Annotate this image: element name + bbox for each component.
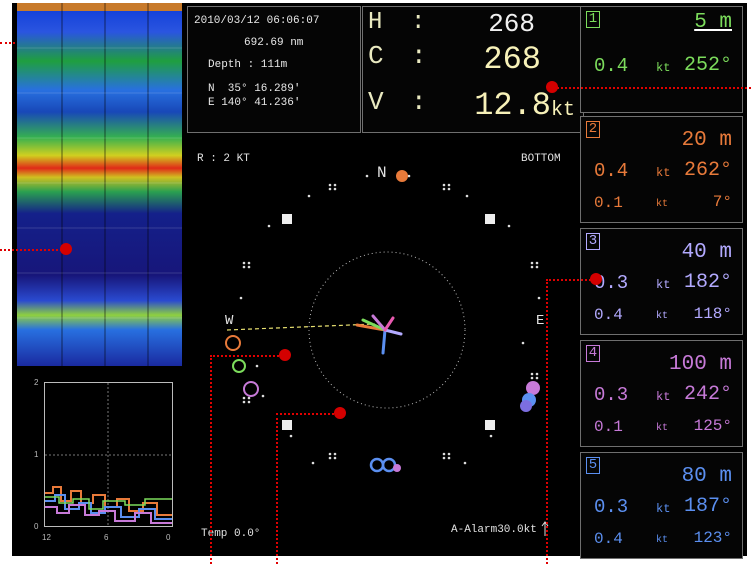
layer-speed: 0.4 [594, 55, 629, 77]
course-label: C [368, 41, 384, 71]
layer-number: 5 [586, 457, 600, 474]
alarm-text: A-Alarm30.0kt [451, 524, 537, 536]
layer-speed-secondary: 0.1 [594, 194, 623, 212]
layer-direction: 242° [683, 383, 732, 406]
latitude-text: N 35° 16.289' [208, 83, 301, 95]
speed-history-graph: 2 1 0 12 6 0 [16, 372, 182, 552]
layer-speed: 0.3 [594, 384, 629, 406]
layer-direction: 252° [683, 54, 732, 77]
graph-x-mid: 6 [104, 533, 109, 542]
layer-panel-2: 2 20 m 0.4 kt 262° 0.1 kt 7° [580, 116, 743, 223]
layer-depth: 100 m [668, 353, 732, 376]
layer-speed: 0.3 [594, 496, 629, 518]
layer-direction: 187° [683, 495, 732, 518]
layer-panel-3: 3 40 m 0.3 kt 182° 0.4 kt 118° [580, 228, 743, 335]
layer-direction-secondary: 123° [693, 529, 732, 547]
callout-line-circle-left [210, 355, 287, 564]
current-indicator-screen: 2 1 0 12 6 0 2010/03/12 06:06:07 692.69 … [12, 3, 747, 559]
graph-y-mid: 1 [34, 450, 39, 459]
depth-text: Depth : 111m [208, 59, 288, 71]
graph-y-max: 2 [34, 378, 39, 387]
layer-direction-secondary: 125° [693, 417, 732, 435]
callout-line-echogram-top [0, 42, 15, 44]
speed-colon: : [411, 87, 427, 117]
layer-depth: 20 m [681, 129, 732, 152]
layer-number: 1 [586, 11, 600, 28]
layer-panel-5: 5 80 m 0.3 kt 187° 0.4 kt 123° [580, 452, 743, 559]
graph-y-min: 0 [34, 522, 39, 531]
layer-unit: kt [656, 390, 671, 404]
layer-number: 3 [586, 233, 600, 250]
layer-unit-secondary: kt [656, 535, 669, 546]
layer-unit: kt [656, 166, 671, 180]
course-value: 268 [483, 41, 541, 78]
graph-x-right: 0 [166, 533, 171, 542]
heading-label: H [368, 9, 383, 36]
callout-dot-circle-left [279, 349, 291, 361]
heading-value: 268 [488, 9, 535, 39]
heading-colon: : [411, 9, 426, 36]
heading-course-speed-panel: H : 268 C : 268 V : 12.8 kt [362, 6, 584, 133]
course-row: C : 268 [363, 41, 583, 81]
west-label: W [225, 313, 234, 329]
layer-unit: kt [656, 61, 671, 75]
layer-direction-secondary: 118° [693, 305, 732, 323]
layer-depth: 5 m [694, 11, 732, 34]
speed-row: V : 12.8 kt [363, 87, 583, 127]
heading-row: H : 268 [363, 9, 583, 49]
graph-plot-area [44, 382, 173, 527]
callout-dot-echogram [60, 243, 72, 255]
speed-unit: kt [550, 99, 575, 122]
layer-number: 2 [586, 121, 600, 138]
layer-depth: 40 m [681, 241, 732, 264]
position-info-panel: 2010/03/12 06:06:07 692.69 nm Depth : 11… [187, 6, 361, 133]
current-rose-display: R : 2 KT BOTTOM N W E [187, 138, 582, 553]
layer-speed-secondary: 0.4 [594, 306, 623, 324]
layer-direction: 182° [683, 271, 732, 294]
layer-unit-secondary: kt [656, 199, 669, 210]
callout-line-hcv [552, 87, 751, 89]
layer-number: 4 [586, 345, 600, 362]
distance-text: 692.69 nm [244, 37, 304, 49]
callout-dot-circle-center [334, 407, 346, 419]
speed-value: 12.8 [474, 87, 551, 124]
east-label: E [536, 313, 545, 329]
layer-direction-secondary: 7° [712, 193, 732, 211]
echogram-display [17, 3, 182, 366]
layer-unit: kt [656, 278, 671, 292]
datetime-text: 2010/03/12 06:06:07 [194, 15, 320, 27]
callout-dot-layer [590, 273, 602, 285]
layer-speed: 0.4 [594, 160, 629, 182]
callout-line-circle-center [276, 413, 342, 564]
callout-dot-hcv [546, 81, 558, 93]
layer-direction: 262° [683, 159, 732, 182]
range-text: R : 2 KT [197, 153, 250, 165]
layer-depth: 80 m [681, 465, 732, 488]
callout-line-layer [546, 279, 598, 564]
layer-panel-1: 1 5 m 0.4 kt 252° [580, 6, 743, 113]
layer-unit-secondary: kt [656, 311, 669, 322]
layer-speed-secondary: 0.4 [594, 530, 623, 548]
layer-speed: 0.3 [594, 272, 629, 294]
course-colon: : [411, 41, 427, 71]
callout-line-echogram [0, 249, 66, 251]
north-label: N [377, 164, 387, 182]
layer-unit: kt [656, 502, 671, 516]
mode-text: BOTTOM [521, 153, 561, 165]
temperature-text: Temp 0.0° [201, 528, 261, 540]
rose-graphic [225, 170, 549, 536]
graph-x-left: 12 [42, 533, 51, 542]
longitude-text: E 140° 41.236' [208, 97, 301, 109]
speed-label: V [368, 87, 384, 117]
layer-panel-4: 4 100 m 0.3 kt 242° 0.1 kt 125° [580, 340, 743, 447]
layer-unit-secondary: kt [656, 423, 669, 434]
layer-speed-secondary: 0.1 [594, 418, 623, 436]
